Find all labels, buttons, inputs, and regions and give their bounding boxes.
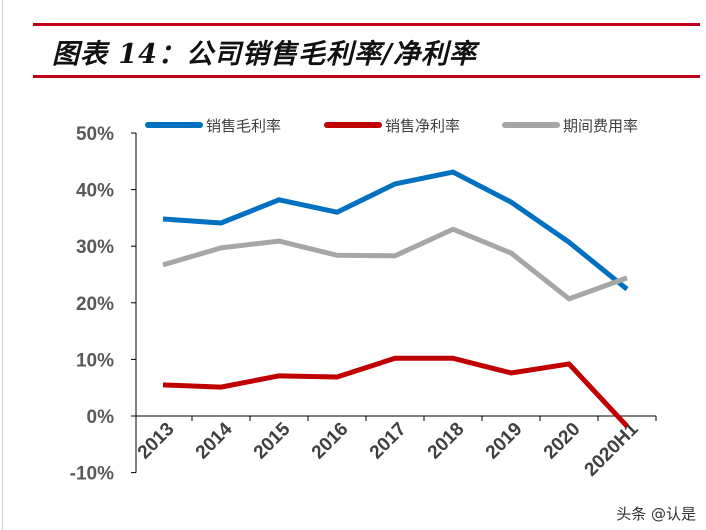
legend-label: 期间费用率 (563, 117, 638, 135)
y-tick-label: 30% (76, 237, 114, 258)
y-tick-label: 0% (87, 407, 115, 428)
x-tick-label: 2020 (540, 419, 585, 464)
x-tick-label: 2020H1 (581, 418, 643, 480)
series-line-0 (162, 169, 629, 292)
x-tick-label: 2016 (308, 419, 353, 464)
top-rule (33, 23, 700, 26)
chart-title: 图表 14：公司销售毛利率/净利率 (52, 39, 477, 70)
y-tick-label: 10% (76, 350, 114, 371)
watermark: 头条 @认是 (616, 505, 696, 523)
x-tick-label: 2013 (134, 419, 179, 464)
y-tick-label: 20% (76, 294, 114, 315)
y-tick-label: 40% (76, 181, 114, 202)
x-tick-label: 2015 (250, 418, 295, 463)
legend-label: 销售净利率 (385, 117, 460, 135)
legend-label: 销售毛利率 (206, 117, 281, 135)
x-tick-label: 2018 (424, 419, 469, 464)
x-tick-label: 2014 (192, 418, 237, 463)
y-tick-label: -10% (70, 464, 114, 485)
x-tick-label: 2017 (366, 419, 411, 464)
x-tick-label: 2019 (482, 419, 527, 464)
left-border (2, 0, 3, 530)
bottom-rule (33, 75, 700, 78)
y-tick-label: 50% (76, 124, 114, 145)
series-line-2 (162, 226, 628, 302)
